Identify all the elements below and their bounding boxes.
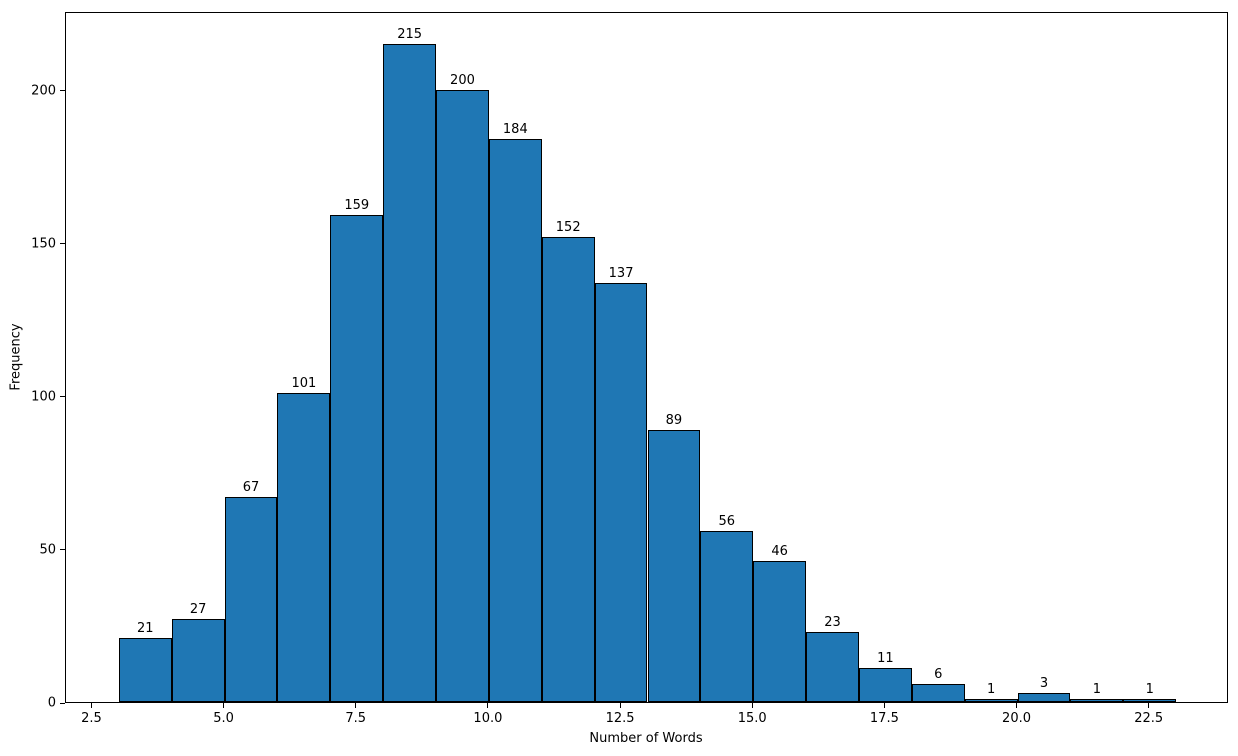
histogram-bar [1017,692,1071,702]
x-tick-label: 10.0 [473,711,503,726]
plot-area: 21 27 67 101 159 215 200 184 152 137 89 56 46 23 11 6 1 3… [65,12,1228,703]
histogram-bar [541,236,595,702]
y-tick-mark [60,90,65,92]
histogram-bar [594,282,648,702]
y-tick-label: 0 [47,695,56,711]
histogram-bar [964,698,1018,702]
bar-value-label: 89 [665,412,683,428]
y-tick-label: 50 [39,542,56,558]
y-tick-label: 100 [31,389,56,405]
histogram-bar [753,561,807,702]
x-tick-mark [1016,703,1018,708]
x-tick-mark [1148,703,1150,708]
x-tick-mark [90,703,92,708]
bar-value-label: 152 [555,219,581,235]
histogram-bar [171,619,225,702]
bar-value-label: 56 [718,513,736,529]
histogram-bar [436,89,489,702]
bar-value-label: 1 [986,681,996,697]
y-tick-mark [60,702,65,704]
x-tick-label: 7.5 [345,711,367,726]
x-tick-label: 17.5 [869,711,899,726]
bar-value-label: 21 [137,620,154,636]
x-tick-label: 20.0 [1002,711,1032,726]
x-tick-mark [619,703,621,708]
y-tick-label: 150 [31,236,56,252]
y-tick-label: 200 [31,83,56,99]
x-tick-mark [223,703,225,708]
bar-value-label: 23 [824,614,841,630]
bar-value-label: 3 [1039,675,1049,691]
bar-value-label: 137 [608,265,634,281]
histogram-bar [700,530,754,702]
histogram-bar [224,496,278,702]
y-tick-mark [60,549,65,551]
histogram-bar [118,637,172,702]
x-tick-label: 12.5 [605,711,635,726]
histogram-bar [1070,698,1124,702]
histogram-bar [1123,698,1177,702]
y-tick-mark [60,396,65,398]
bar-value-label: 1 [1092,681,1101,697]
histogram-bar [330,215,384,702]
histogram-bar [383,43,437,702]
y-axis-label: Frequency [8,323,24,391]
bar-value-label: 184 [502,121,528,137]
histogram-bar [277,392,331,702]
bar-value-label: 101 [291,375,317,391]
x-tick-label: 15.0 [737,711,767,726]
bar-value-label: 67 [242,479,260,495]
histogram-bar [488,138,542,702]
x-tick-label: 2.5 [81,711,102,726]
bar-value-label: 215 [397,26,423,42]
bar-value-label: 6 [934,666,943,682]
bar-value-label: 200 [450,72,475,88]
histogram-bar [806,631,859,702]
bar-value-label: 27 [189,602,207,618]
histogram-bar [647,429,701,702]
y-tick-mark [60,243,65,245]
bar-value-label: 1 [1145,681,1154,697]
bar-value-label: 11 [877,651,894,667]
bar-value-label: 159 [344,198,370,214]
histogram-bar [911,683,965,702]
x-axis-label: Number of Words [589,731,703,746]
x-tick-mark [751,703,753,708]
x-tick-label: 5.0 [213,711,234,726]
x-tick-mark [487,703,489,708]
histogram-bar [858,668,912,702]
bar-value-label: 46 [771,544,788,560]
x-tick-mark [883,703,885,708]
x-tick-mark [355,703,357,708]
x-tick-label: 22.5 [1134,711,1164,726]
